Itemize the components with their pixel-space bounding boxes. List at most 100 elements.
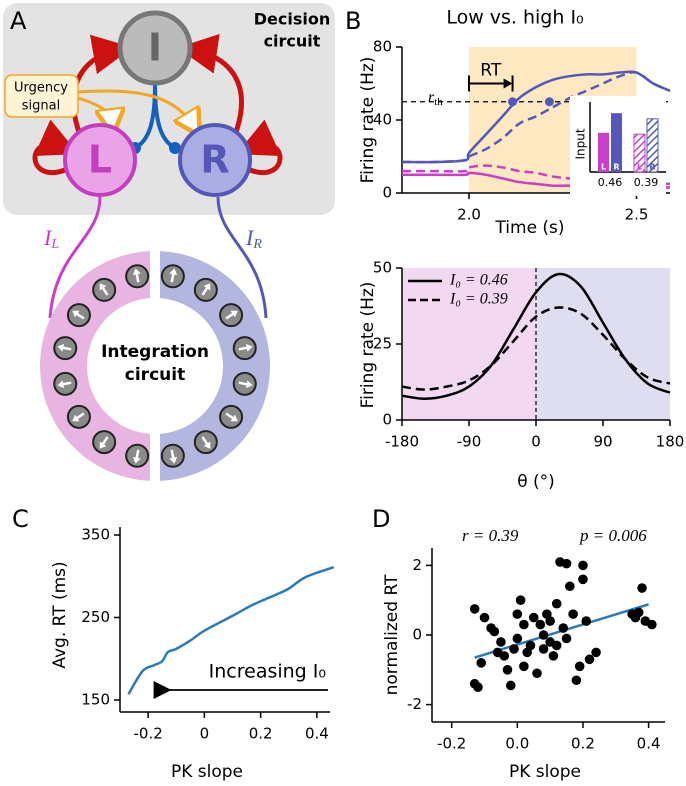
neuron-arrowhead bbox=[99, 441, 107, 449]
inset-bar-label: L bbox=[601, 163, 606, 172]
x-tick-label: -0.2 bbox=[133, 725, 162, 743]
inset-bar bbox=[598, 132, 609, 172]
y-tick-label: 0 bbox=[382, 411, 392, 429]
point bbox=[479, 612, 490, 623]
y-tick-label: 40 bbox=[373, 111, 392, 129]
point bbox=[551, 598, 562, 609]
input-label-sub: R bbox=[252, 237, 262, 252]
point bbox=[551, 640, 562, 651]
point bbox=[558, 623, 569, 633]
inset-bar bbox=[633, 133, 646, 173]
ring-right bbox=[160, 251, 271, 481]
point bbox=[578, 560, 588, 571]
x-axis-label: θ (°) bbox=[517, 472, 555, 492]
threshold-label: rth bbox=[428, 88, 443, 107]
point bbox=[502, 665, 513, 675]
point bbox=[496, 637, 506, 647]
decision-title: Decision bbox=[254, 10, 331, 29]
inset-bar bbox=[646, 118, 659, 173]
input-r bbox=[216, 196, 268, 319]
node-label: I bbox=[148, 26, 162, 70]
y-axis-label: normalized RT bbox=[382, 574, 402, 695]
urgency-label: Urgency bbox=[14, 81, 68, 96]
point bbox=[538, 630, 549, 640]
x-tick-label: 90 bbox=[593, 433, 612, 451]
neuron-arrowhead bbox=[132, 268, 141, 276]
x-tick-label: 180 bbox=[656, 433, 685, 451]
line bbox=[127, 565, 335, 695]
connections bbox=[32, 33, 283, 319]
x-tick-label: -0.2 bbox=[437, 735, 466, 753]
inset-bar-label: R bbox=[649, 163, 655, 172]
input-label: IL bbox=[43, 225, 59, 252]
decision-title: circuit bbox=[264, 32, 321, 51]
excite-r-i bbox=[177, 33, 244, 136]
urgency-r bbox=[77, 89, 195, 128]
y-tick-label: 80 bbox=[373, 38, 392, 56]
threshold-label-sub: th bbox=[434, 95, 443, 107]
y-tick-label: 0 bbox=[412, 626, 422, 644]
node-label: R bbox=[200, 138, 229, 182]
urgency-l bbox=[77, 96, 112, 126]
y-tick-label: 50 bbox=[373, 259, 392, 277]
panel-letter: B bbox=[345, 7, 361, 35]
point bbox=[509, 644, 519, 654]
y-tick-label: 350 bbox=[81, 526, 110, 544]
point bbox=[528, 612, 539, 623]
input-label: IR bbox=[245, 225, 262, 252]
point bbox=[637, 583, 647, 593]
inset-x-label: 0.46 bbox=[598, 176, 623, 189]
excite-l-i bbox=[71, 34, 133, 136]
neuron-arrowhead bbox=[169, 456, 178, 464]
legend-label: I₀ = 0.46 bbox=[449, 272, 508, 289]
urgency-box bbox=[4, 74, 79, 118]
node-r bbox=[178, 123, 252, 197]
input-label-main: I bbox=[245, 225, 255, 250]
point bbox=[512, 633, 523, 644]
ring-label: circuit bbox=[125, 365, 185, 385]
point bbox=[561, 633, 572, 644]
y-tick-label: 25 bbox=[373, 335, 392, 353]
neuron-arrowhead bbox=[57, 380, 65, 389]
inhibit-end bbox=[169, 142, 181, 154]
point bbox=[591, 647, 601, 658]
point bbox=[545, 616, 555, 626]
input-label-main: I bbox=[43, 225, 53, 250]
ring-label: Integration bbox=[101, 342, 209, 362]
point bbox=[538, 644, 549, 654]
inset-x-label: 0.39 bbox=[634, 176, 659, 189]
y-axis-label: Firing rate (Hz) bbox=[358, 57, 378, 184]
x-axis-label: PK slope bbox=[171, 762, 243, 782]
stat-label: r = 0.39 bbox=[462, 526, 519, 545]
neuron-arrowhead bbox=[57, 343, 65, 352]
x-tick-label: -90 bbox=[457, 433, 482, 451]
x-tick-label: 2.0 bbox=[457, 206, 481, 224]
point bbox=[476, 658, 487, 668]
x-tick-label: -180 bbox=[385, 433, 419, 451]
point bbox=[633, 607, 644, 618]
node-i bbox=[117, 10, 193, 86]
y-tick-label: 250 bbox=[81, 608, 110, 626]
legend-label: I₀ = 0.39 bbox=[449, 291, 508, 308]
chart-title: Low vs. high I₀ bbox=[446, 7, 583, 29]
annotation: Increasing I₀ bbox=[209, 661, 326, 683]
neuron-arrowhead bbox=[132, 456, 141, 464]
neuron-arrowhead bbox=[169, 268, 178, 276]
point bbox=[584, 654, 595, 665]
region-right bbox=[536, 268, 670, 420]
point bbox=[489, 626, 500, 637]
point bbox=[515, 595, 526, 605]
panel-letter: C bbox=[12, 505, 29, 533]
point bbox=[574, 661, 585, 672]
threshold-label-main: r bbox=[428, 88, 435, 105]
crossing bbox=[508, 97, 518, 107]
point bbox=[581, 616, 592, 626]
neuron-arrowhead bbox=[99, 283, 107, 291]
rt-label: RT bbox=[480, 61, 502, 81]
x-tick-label: 0.4 bbox=[637, 735, 661, 753]
y-axis-label: Avg. RT (ms) bbox=[50, 561, 70, 668]
x-tick-label: 0.4 bbox=[305, 725, 329, 743]
neuron-arrowhead bbox=[230, 414, 238, 422]
x-tick-label: 0.0 bbox=[505, 735, 529, 753]
